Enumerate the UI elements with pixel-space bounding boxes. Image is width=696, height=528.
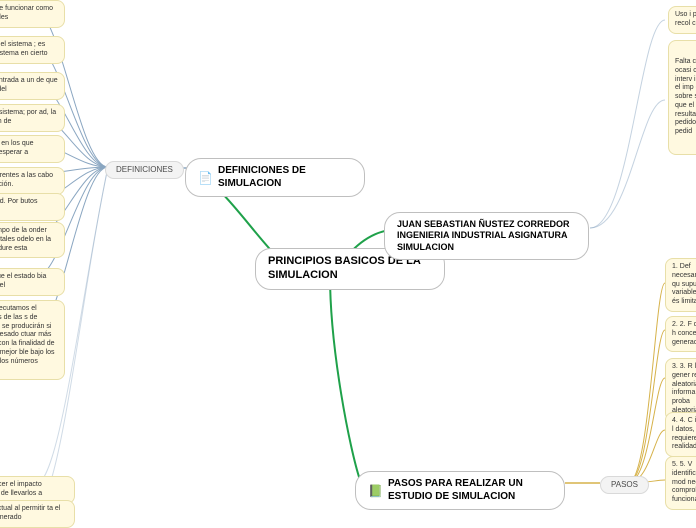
right-top-leaf-text: Uso i prese recol clien xyxy=(675,11,696,29)
step-leaf-text: 4. 4. C integra l datos, lo requiere rea… xyxy=(672,417,696,452)
definiciones-pill-label: DEFINICIONES xyxy=(116,165,173,175)
right-top-leaf[interactable]: Falta c a cons ocasi como interv interac… xyxy=(668,40,696,155)
document-icon: 📄 xyxy=(198,171,212,185)
pasos-pill-label: PASOS xyxy=(611,480,638,490)
left-leaf[interactable]: s en los que el estado bia respecto del xyxy=(0,268,65,296)
definiciones-pill[interactable]: DEFINICIONES xyxy=(105,161,184,179)
left-leaf[interactable]: flujos de entrada a un de que el estado … xyxy=(0,72,65,100)
step-leaf[interactable]: 1. Def necesari saber qu supuest variabl… xyxy=(665,258,696,312)
left-leaf-text: s en los que el estado bia respecto del xyxy=(0,273,58,291)
pasos-label: PASOS PARA REALIZAR UN ESTUDIO DE SIMULA… xyxy=(388,478,552,503)
step-leaf[interactable]: 5. 5. V identifica del mod necesari comp… xyxy=(665,456,696,510)
left-leaf-text: ue guarda el sistema ; es como una stema… xyxy=(0,41,58,59)
left-leaf[interactable]: actual del sistema; por ad, la finalizac… xyxy=(0,104,65,132)
pasos-topic[interactable]: 📗 PASOS PARA REALIZAR UN ESTUDIO DE SIMU… xyxy=(355,471,565,510)
step-leaf-text: 3. 3. R la gener recopila aleatoria info… xyxy=(672,363,696,416)
left-leaf[interactable]: conjunto de funcionar como un ción, tale… xyxy=(0,0,65,28)
left-leaf[interactable]: dor de tiempo de la onder preguntas tale… xyxy=(0,222,65,258)
step-leaf-text: 2. 2. F que se h concept generac xyxy=(672,321,696,347)
left-leaf-text: flujos de entrada a un de que el estado … xyxy=(0,77,58,95)
left-leaf-text: una entidad. Por butos serían su xyxy=(0,198,58,216)
pasos-pill[interactable]: PASOS xyxy=(600,476,649,494)
left-leaf-text: dor de tiempo de la onder preguntas tale… xyxy=(0,227,58,253)
author-label: JUAN SEBASTIAN ÑUSTEZ CORREDOR INGENIERI… xyxy=(397,219,576,253)
left-leaf-text: Cuando ejecutamos el obtenemos de las s … xyxy=(0,305,58,375)
right-top-leaf[interactable]: Uso i prese recol clien xyxy=(668,6,696,34)
definiciones-label: DEFINICIONES DE SIMULACION xyxy=(218,165,352,190)
left-leaf-text: ivos —diferentes a las cabo una operació… xyxy=(0,172,58,190)
step-leaf-text: 1. Def necesari saber qu supuest variabl… xyxy=(672,263,696,307)
definiciones-topic[interactable]: 📄 DEFINICIONES DE SIMULACION xyxy=(185,158,365,197)
left-leaf[interactable]: Cuando ejecutamos el obtenemos de las s … xyxy=(0,300,65,380)
left-leaf-text: conjunto de funcionar como un ción, tale… xyxy=(0,5,58,23)
bottom-left-leaf[interactable]: proceso actual al permitir ta el modelo … xyxy=(0,500,75,528)
left-leaf-text: actual del sistema; por ad, la finalizac… xyxy=(0,109,58,127)
step-leaf[interactable]: 4. 4. C integra l datos, lo requiere rea… xyxy=(665,412,696,457)
right-top-leaf-text: Falta c a cons ocasi como interv interac… xyxy=(675,58,696,137)
author-node[interactable]: JUAN SEBASTIAN ÑUSTEZ CORREDOR INGENIERI… xyxy=(384,212,589,260)
step-leaf[interactable]: 2. 2. F que se h concept generac xyxy=(665,316,696,352)
left-leaf[interactable]: una entidad. Por butos serían su xyxy=(0,193,65,221)
left-leaf[interactable]: ue guarda el sistema ; es como una stema… xyxy=(0,36,65,64)
step-leaf-text: 5. 5. V identifica del mod necesari comp… xyxy=(672,461,696,505)
book-icon: 📗 xyxy=(368,484,382,498)
left-leaf[interactable]: ivos —diferentes a las cabo una operació… xyxy=(0,167,65,195)
bottom-left-leaf-text: para conocer el impacto necesidad de lle… xyxy=(0,481,68,499)
left-leaf[interactable]: os lugares en los que ormada o esperar a xyxy=(0,135,65,163)
left-leaf-text: os lugares en los que ormada o esperar a xyxy=(0,140,58,158)
